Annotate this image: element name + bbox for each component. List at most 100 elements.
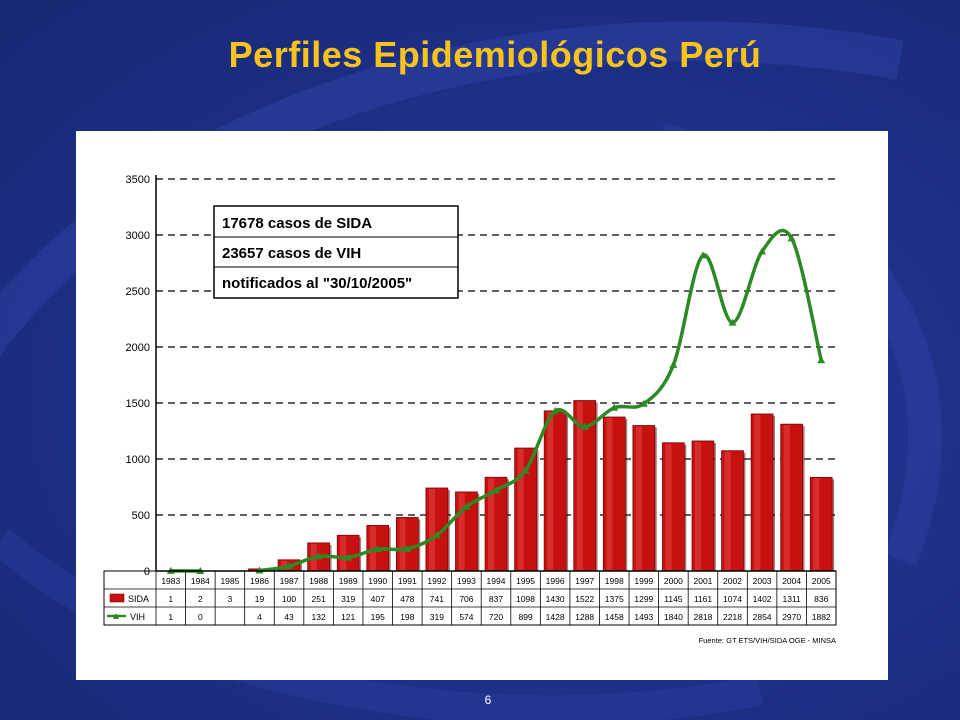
x-tick-label: 1993 [457, 576, 476, 586]
bar-highlight [576, 401, 583, 570]
vih-point [817, 356, 826, 364]
x-tick-label: 1983 [161, 576, 180, 586]
vih-data-label: 319 [430, 612, 444, 622]
annotation-text: 17678 casos de SIDA [222, 215, 372, 232]
x-tick-label: 1999 [634, 576, 653, 586]
x-tick-label: 2005 [812, 576, 831, 586]
sida-data-label: 478 [400, 594, 414, 604]
sida-data-label: 1 [168, 594, 173, 604]
vih-data-label: 2854 [753, 612, 772, 622]
grid-layer [156, 178, 836, 516]
vih-point [698, 251, 707, 259]
sida-data-label: 1402 [753, 594, 772, 604]
y-tick-label: 1000 [126, 454, 150, 466]
sida-data-label: 1074 [723, 594, 742, 604]
x-tick-label: 1988 [309, 576, 328, 586]
vih-point [344, 553, 353, 561]
sida-data-label: 1522 [575, 594, 594, 604]
bar-highlight [340, 536, 347, 570]
vih-point [462, 502, 471, 510]
bar-highlight [635, 426, 643, 570]
bar-highlight [724, 451, 731, 570]
bar-highlight [547, 411, 554, 570]
bar-highlight [783, 425, 790, 570]
sida-data-label: 1145 [664, 594, 683, 604]
vih-point [758, 247, 767, 255]
page-number: 6 [484, 693, 492, 707]
sida-data-label: 19 [255, 594, 265, 604]
legend-vih-label: VIH [130, 612, 145, 622]
vih-point [521, 466, 530, 474]
x-tick-label: 1989 [339, 576, 358, 586]
vih-point [610, 403, 619, 411]
sida-data-label: 1375 [605, 594, 624, 604]
vih-point [255, 566, 264, 574]
x-tick-label: 2000 [664, 576, 683, 586]
vih-data-label: 1458 [605, 612, 624, 622]
vih-data-label: 195 [371, 612, 385, 622]
bar-highlight [665, 443, 672, 570]
sida-bars [248, 400, 835, 572]
sida-data-label: 741 [430, 594, 444, 604]
vih-data-label: 1 [168, 612, 173, 622]
vih-point [787, 234, 796, 242]
sida-data-label: 251 [312, 594, 326, 604]
y-tick-label: 1500 [126, 398, 150, 410]
vih-data-label: 2970 [782, 612, 801, 622]
x-tick-label: 1996 [546, 576, 565, 586]
y-tick-label: 3000 [126, 230, 150, 242]
sida-data-label: 837 [489, 594, 503, 604]
legend-vih-marker [113, 613, 119, 619]
vih-point [314, 552, 323, 560]
sida-data-label: 407 [371, 594, 385, 604]
vih-data-label: 121 [341, 612, 355, 622]
x-tick-label: 1985 [220, 576, 239, 586]
legend-sida-swatch [109, 593, 125, 603]
vih-point [285, 562, 294, 570]
sida-data-label: 1430 [546, 594, 565, 604]
annotation-frame [213, 205, 459, 299]
sida-data-label: 706 [459, 594, 473, 604]
vih-point [728, 318, 737, 326]
sida-data-label: 1098 [516, 594, 535, 604]
x-tick-label: 2002 [723, 576, 742, 586]
annotation-box: 17678 casos de SIDA 23657 casos de VIH not… [213, 205, 459, 299]
vih-point [403, 544, 412, 552]
y-tick-label: 3500 [126, 174, 150, 186]
vih-point [492, 486, 500, 494]
x-tick-label: 1986 [250, 576, 269, 586]
x-tick-label: 2004 [782, 576, 801, 586]
x-tick-label: 1991 [398, 576, 417, 586]
vih-point [639, 399, 648, 407]
vih-data-label: 1493 [634, 612, 653, 622]
y-tick-label: 2000 [126, 342, 150, 354]
vih-data-label: 1288 [575, 612, 594, 622]
slide-title: Perfiles Epidemiológicos Perú [228, 34, 762, 75]
bar-highlight [458, 492, 465, 570]
sida-data-label: 100 [282, 594, 296, 604]
y-tick-label: 0 [144, 566, 150, 578]
vih-data-label: 720 [489, 612, 503, 622]
x-tick-label: 1992 [427, 576, 446, 586]
bar-highlight [399, 518, 406, 570]
vih-data-label: 198 [400, 612, 414, 622]
bar-highlight [428, 489, 436, 570]
bar-highlight [606, 418, 613, 570]
sida-data-label: 1311 [783, 594, 802, 604]
sida-data-label: 3 [228, 594, 233, 604]
vih-point [373, 545, 382, 553]
vih-data-label: 0 [198, 612, 203, 622]
vih-data-label: 132 [312, 612, 326, 622]
vih-data-label: 1428 [546, 612, 565, 622]
chart-panel: 0 500 1000 1500 2000 2500 3000 3500 17678 casos… [76, 131, 888, 680]
vih-data-label: 43 [284, 612, 294, 622]
sida-data-label: 2 [198, 594, 203, 604]
vih-data-label: 899 [518, 612, 532, 622]
x-tick-label: 1998 [605, 576, 624, 586]
x-tick-label: 1995 [516, 576, 535, 586]
legend-sida-label: SIDA [128, 594, 149, 604]
x-tick-label: 1987 [280, 576, 299, 586]
data-table: 1983 1984 1985 1986 1987 1988 1989 1990 1991 1992… [103, 570, 837, 645]
sida-data-label: 836 [814, 594, 828, 604]
